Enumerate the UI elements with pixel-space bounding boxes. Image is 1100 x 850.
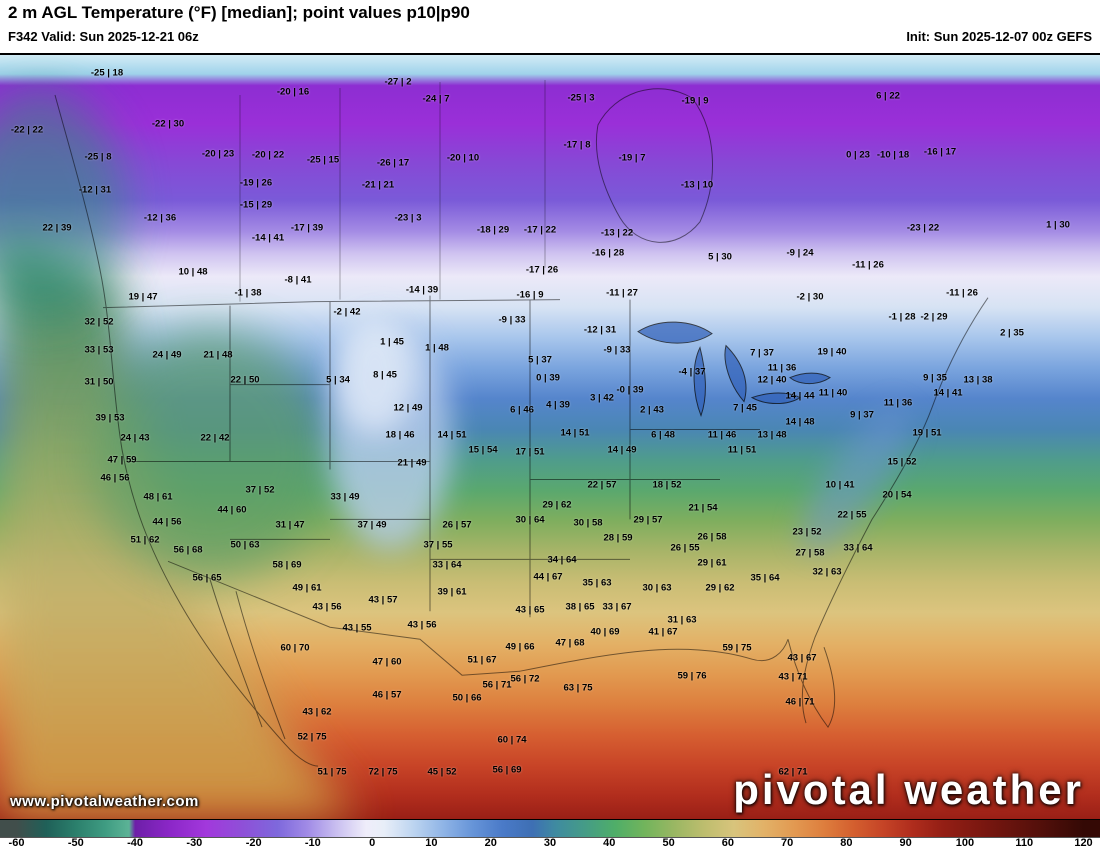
init-time-label: Init: Sun 2025-12-07 00z GEFS — [906, 29, 1092, 44]
colorbar-tick: -10 — [304, 837, 321, 849]
colorbar-tick: 0 — [369, 837, 376, 849]
colorbar-tick: 90 — [899, 837, 912, 849]
subtitle-row: F342 Valid: Sun 2025-12-21 06z Init: Sun… — [8, 29, 1092, 44]
colorbar-tick: 70 — [781, 837, 794, 849]
page-title: 2 m AGL Temperature (°F) [median]; point… — [8, 3, 470, 22]
valid-time-label: F342 Valid: Sun 2025-12-21 06z — [8, 29, 199, 44]
colorbar-tick: 10 — [425, 837, 438, 849]
colorbar-tick: 80 — [840, 837, 853, 849]
colorbar-tick: 30 — [543, 837, 557, 849]
colorbar-tick: -50 — [67, 837, 84, 849]
colorbar-tick: -30 — [186, 837, 203, 849]
colorbar-tick: -60 — [8, 837, 25, 849]
colorbar-tick: 40 — [603, 837, 616, 849]
watermark-url: www.pivotalweather.com — [10, 793, 199, 810]
colorbar-tick: 60 — [721, 837, 734, 849]
watermark-brand: pivotal weather — [733, 766, 1084, 813]
colorbar-gradient — [0, 820, 1100, 838]
colorbar-tick: 100 — [955, 837, 975, 849]
colorbar-tick: -40 — [127, 837, 144, 849]
colorbar-tick: 110 — [1015, 837, 1034, 849]
colorbar-tick: 50 — [662, 837, 675, 849]
colorbar-tick: 120 — [1074, 837, 1093, 849]
colorbar: -60 -50 -40 -30 -20 -10 0 10 20 30 40 50 60 70 80 90 100… — [0, 820, 1100, 850]
colorbar-tick: 20 — [484, 837, 497, 849]
colorbar-tick-labels: -60 -50 -40 -30 -20 -10 0 10 20 30 40 50 60 70 80 90 100… — [0, 837, 1100, 850]
map-geography — [0, 55, 1100, 819]
colorbar-tick: -20 — [245, 837, 262, 849]
temperature-map — [0, 53, 1100, 820]
